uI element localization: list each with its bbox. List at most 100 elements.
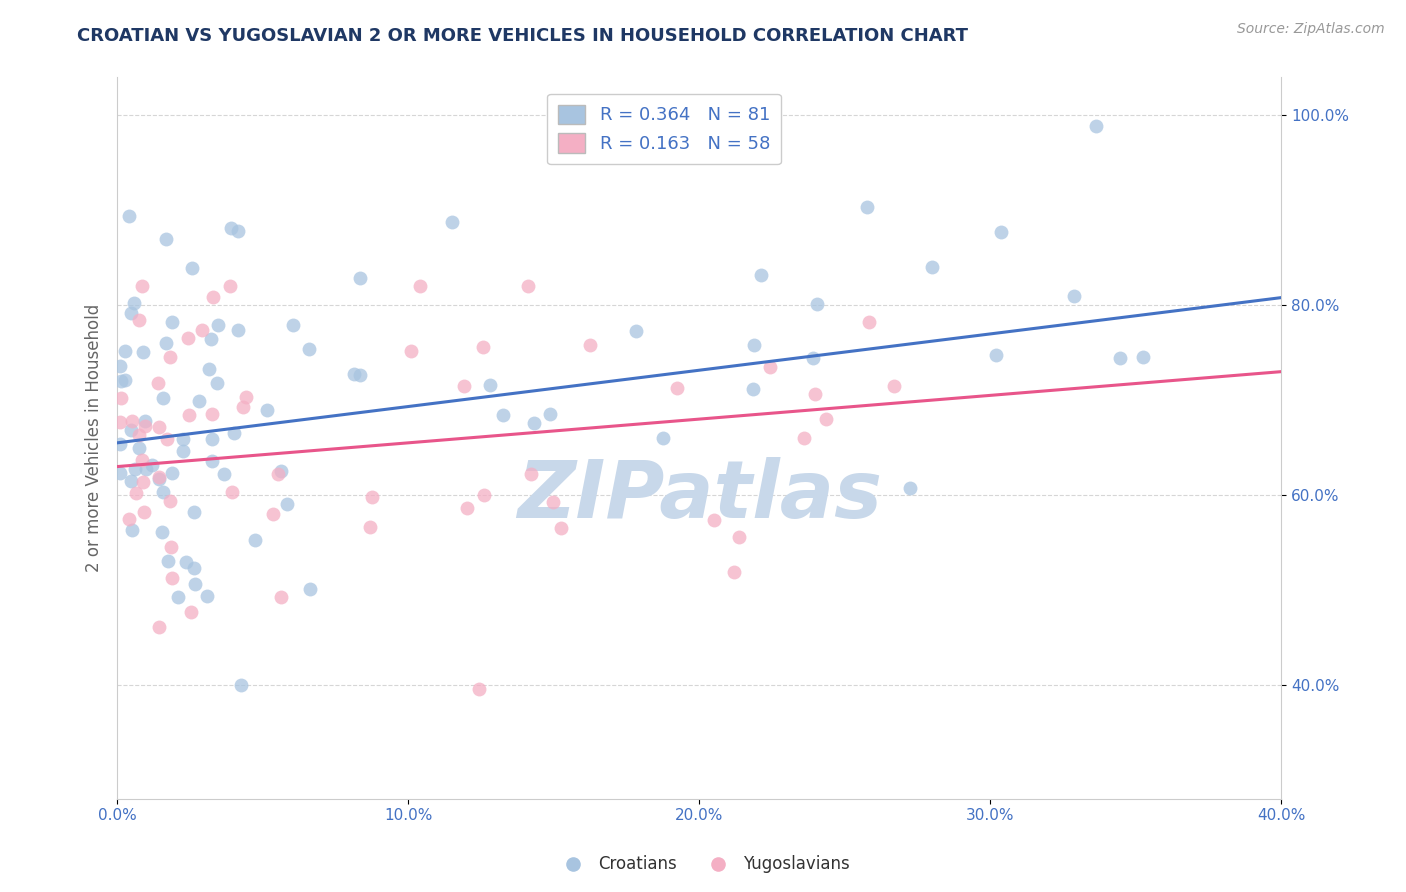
Point — [198, 362, 221, 376]
Point — [883, 379, 905, 393]
Point — [219, 279, 242, 293]
Point — [114, 373, 136, 387]
Point — [270, 590, 292, 604]
Point — [155, 336, 177, 351]
Point — [134, 414, 156, 428]
Point — [201, 454, 224, 468]
Point — [156, 554, 179, 568]
Point — [235, 391, 257, 405]
Point — [1063, 289, 1085, 303]
Point — [128, 428, 150, 442]
Point — [516, 279, 538, 293]
Point — [626, 324, 648, 338]
Point — [550, 521, 572, 535]
Point — [146, 376, 169, 390]
Point — [814, 411, 837, 425]
Point — [128, 442, 150, 456]
Point — [478, 378, 501, 392]
Point — [172, 432, 194, 446]
Point — [858, 315, 880, 329]
Point — [990, 225, 1012, 239]
Point — [124, 462, 146, 476]
Point — [174, 554, 197, 568]
Point — [131, 279, 153, 293]
Point — [132, 475, 155, 490]
Point — [231, 678, 253, 692]
Point — [188, 394, 211, 409]
Point — [226, 224, 249, 238]
Point — [538, 407, 561, 421]
Point — [125, 485, 148, 500]
Point — [399, 343, 422, 358]
Point — [283, 318, 305, 333]
Point — [224, 426, 246, 441]
Point — [148, 419, 170, 434]
Point — [200, 332, 222, 346]
Point — [471, 340, 494, 354]
Point — [148, 470, 170, 484]
Point — [150, 525, 173, 540]
Text: ZIPatlas: ZIPatlas — [516, 457, 882, 535]
Text: Source: ZipAtlas.com: Source: ZipAtlas.com — [1237, 22, 1385, 37]
Point — [299, 582, 322, 596]
Point — [148, 472, 170, 486]
Point — [132, 345, 155, 359]
Point — [219, 221, 242, 235]
Point — [181, 260, 204, 275]
Point — [349, 271, 371, 285]
Legend: R = 0.364   N = 81, R = 0.163   N = 58: R = 0.364 N = 81, R = 0.163 N = 58 — [547, 94, 780, 164]
Point — [349, 368, 371, 382]
Point — [898, 481, 921, 495]
Point — [184, 577, 207, 591]
Point — [120, 474, 142, 488]
Point — [167, 590, 190, 604]
Point — [141, 458, 163, 472]
Point — [201, 407, 224, 421]
Point — [256, 403, 278, 417]
Point — [201, 290, 224, 304]
Point — [121, 523, 143, 537]
Point — [984, 348, 1007, 362]
Point — [162, 466, 184, 480]
Point — [180, 605, 202, 619]
Point — [172, 443, 194, 458]
Point — [160, 314, 183, 328]
Point — [472, 488, 495, 502]
Point — [221, 484, 243, 499]
Point — [456, 501, 478, 516]
Point — [742, 337, 765, 351]
Point — [128, 313, 150, 327]
Point — [579, 337, 602, 351]
Point — [121, 414, 143, 428]
Point — [201, 432, 224, 446]
Point — [806, 297, 828, 311]
Point — [152, 484, 174, 499]
Point — [160, 541, 183, 555]
Point — [120, 306, 142, 320]
Point — [727, 530, 749, 544]
Point — [1132, 351, 1154, 365]
Point — [108, 466, 131, 480]
Point — [108, 359, 131, 373]
Point — [262, 508, 284, 522]
Point — [759, 359, 782, 374]
Text: CROATIAN VS YUGOSLAVIAN 2 OR MORE VEHICLES IN HOUSEHOLD CORRELATION CHART: CROATIAN VS YUGOSLAVIAN 2 OR MORE VEHICL… — [77, 27, 969, 45]
Point — [409, 279, 432, 293]
Point — [723, 566, 745, 580]
Point — [231, 401, 253, 415]
Point — [492, 408, 515, 422]
Point — [243, 533, 266, 548]
Point — [855, 200, 877, 214]
Point — [183, 505, 205, 519]
Point — [135, 462, 157, 476]
Point — [665, 381, 688, 395]
Point — [298, 342, 321, 356]
Point — [749, 268, 772, 282]
Legend: Croatians, Yugoslavians: Croatians, Yugoslavians — [550, 848, 856, 880]
Point — [523, 416, 546, 430]
Point — [110, 391, 132, 405]
Point — [108, 436, 131, 450]
Point — [1084, 120, 1107, 134]
Point — [207, 376, 229, 390]
Point — [742, 382, 765, 396]
